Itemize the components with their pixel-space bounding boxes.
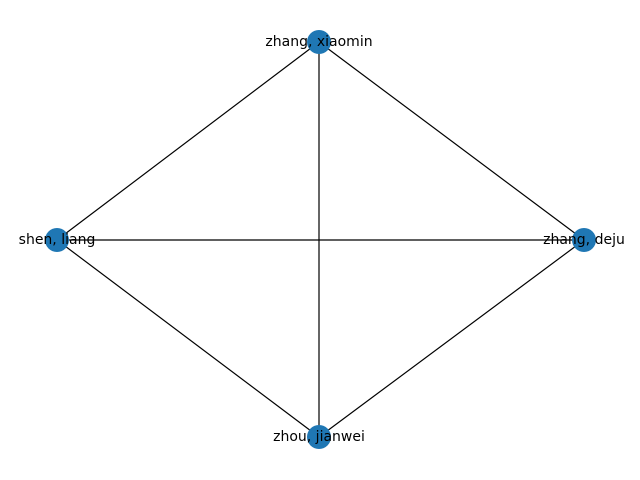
edge-n1-n3 — [319, 42, 584, 240]
node-label-n3: zhang, deju — [543, 232, 625, 248]
edge-n1-n2 — [57, 42, 319, 240]
edge-n3-n4 — [319, 240, 584, 437]
edge-n2-n4 — [57, 240, 319, 437]
node-label-n4: zhou, jianwei — [273, 429, 365, 445]
node-label-n1: zhang, xiaomin — [265, 34, 372, 50]
edges-layer — [57, 42, 584, 437]
node-label-n2: shen, liang — [19, 232, 96, 248]
